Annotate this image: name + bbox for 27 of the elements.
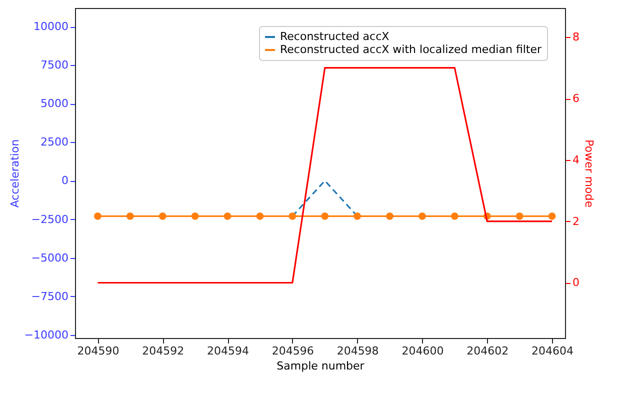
y-tick-label: −2500 <box>31 212 68 226</box>
y-tick-label: −10000 <box>24 328 68 342</box>
y2-tick-label: 6 <box>572 92 580 106</box>
y2-tick-label: 4 <box>572 153 580 166</box>
y2-tick-label: 8 <box>572 30 580 44</box>
y-tick-label: 0 <box>62 174 68 188</box>
legend-label: Reconstructed accX <box>280 30 390 43</box>
x-tick-label: 204592 <box>142 344 184 358</box>
x-tick-label: 204598 <box>336 344 379 358</box>
y-tick-label: 7500 <box>40 58 68 72</box>
x-tick-label: 204594 <box>207 344 250 358</box>
y-tick-label: −7500 <box>31 290 68 303</box>
x-tick-label: 204602 <box>466 344 509 358</box>
x-tick-label: 204590 <box>77 344 120 358</box>
y2-tick-label: 2 <box>572 214 580 228</box>
legend-label: Reconstructed accX with localized median filter <box>280 43 542 56</box>
y-tick-label: −5000 <box>31 251 68 264</box>
y-tick-label: 2500 <box>40 136 68 149</box>
x-tick-label: 204600 <box>402 344 444 358</box>
x-tick-label: 204596 <box>272 344 314 358</box>
y-axis-title: Acceleration <box>8 139 22 208</box>
y-tick-label: 10000 <box>34 20 68 34</box>
y2-axis-title: Power mode <box>582 140 596 208</box>
x-axis-title: Sample number <box>276 360 365 372</box>
x-tick-label: 204604 <box>532 344 574 358</box>
y2-tick-label: 0 <box>572 276 580 290</box>
y-tick-label: 5000 <box>40 97 68 110</box>
